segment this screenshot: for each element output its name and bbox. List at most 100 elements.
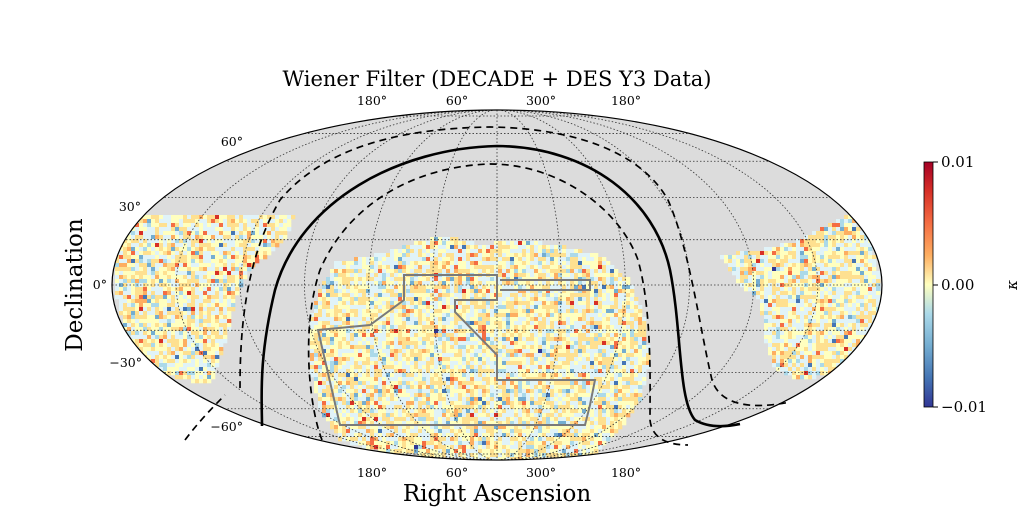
kappa-pixel <box>362 377 367 382</box>
kappa-pixel <box>131 215 136 220</box>
kappa-pixel <box>490 337 495 342</box>
kappa-pixel <box>378 417 383 422</box>
kappa-pixel <box>614 353 619 358</box>
kappa-pixel <box>538 245 543 250</box>
kappa-pixel <box>279 231 284 236</box>
kappa-pixel <box>474 325 479 330</box>
kappa-pixel <box>610 349 615 354</box>
kappa-pixel <box>582 373 587 378</box>
kappa-pixel <box>554 321 559 326</box>
kappa-pixel <box>598 425 603 430</box>
kappa-pixel <box>486 433 491 438</box>
kappa-pixel <box>215 291 220 296</box>
kappa-pixel <box>203 295 208 300</box>
kappa-pixel <box>470 385 475 390</box>
kappa-pixel <box>350 393 355 398</box>
kappa-pixel <box>410 361 415 366</box>
kappa-pixel <box>342 305 347 310</box>
kappa-pixel <box>382 337 387 342</box>
kappa-pixel <box>474 277 479 282</box>
kappa-pixel <box>139 275 144 280</box>
kappa-pixel <box>243 227 248 232</box>
kappa-pixel <box>378 301 383 306</box>
kappa-pixel <box>494 249 499 254</box>
kappa-pixel <box>239 271 244 276</box>
kappa-pixel <box>382 273 387 278</box>
kappa-pixel <box>618 417 623 422</box>
kappa-pixel <box>438 397 443 402</box>
kappa-pixel <box>442 281 447 286</box>
kappa-pixel <box>522 421 527 426</box>
kappa-pixel <box>574 409 579 414</box>
kappa-pixel <box>422 389 427 394</box>
kappa-pixel <box>155 231 160 236</box>
kappa-pixel <box>458 345 463 350</box>
kappa-pixel <box>486 389 491 394</box>
kappa-pixel <box>398 277 403 282</box>
kappa-pixel <box>219 279 224 284</box>
kappa-pixel <box>219 319 224 324</box>
kappa-pixel <box>175 251 180 256</box>
kappa-pixel <box>430 417 435 422</box>
kappa-pixel <box>438 365 443 370</box>
kappa-pixel <box>510 325 515 330</box>
kappa-pixel <box>614 369 619 374</box>
kappa-pixel <box>402 389 407 394</box>
kappa-pixel <box>626 333 631 338</box>
kappa-pixel <box>570 369 575 374</box>
kappa-pixel <box>594 365 599 370</box>
kappa-pixel <box>418 305 423 310</box>
kappa-pixel <box>498 349 503 354</box>
kappa-pixel <box>546 381 551 386</box>
kappa-pixel <box>502 389 507 394</box>
kappa-pixel <box>322 289 327 294</box>
kappa-pixel <box>418 321 423 326</box>
kappa-pixel <box>203 319 208 324</box>
kappa-pixel <box>183 267 188 272</box>
kappa-pixel <box>578 373 583 378</box>
kappa-pixel <box>610 293 615 298</box>
kappa-pixel <box>402 385 407 390</box>
kappa-pixel <box>338 329 343 334</box>
kappa-pixel <box>486 413 491 418</box>
kappa-pixel <box>338 393 343 398</box>
kappa-pixel <box>211 351 216 356</box>
kappa-pixel <box>562 401 567 406</box>
kappa-pixel <box>362 329 367 334</box>
kappa-pixel <box>514 245 519 250</box>
kappa-pixel <box>462 341 467 346</box>
kappa-pixel <box>422 313 427 318</box>
kappa-pixel <box>590 301 595 306</box>
kappa-pixel <box>562 325 567 330</box>
kappa-pixel <box>370 345 375 350</box>
kappa-pixel <box>598 357 603 362</box>
kappa-pixel <box>494 321 499 326</box>
kappa-pixel <box>426 433 431 438</box>
kappa-pixel <box>514 373 519 378</box>
kappa-pixel <box>418 345 423 350</box>
kappa-pixel <box>430 337 435 342</box>
kappa-pixel <box>518 301 523 306</box>
kappa-pixel <box>366 297 371 302</box>
kappa-pixel <box>542 369 547 374</box>
kappa-pixel <box>322 305 327 310</box>
kappa-pixel <box>470 333 475 338</box>
kappa-pixel <box>147 319 152 324</box>
kappa-pixel <box>378 357 383 362</box>
kappa-pixel <box>630 385 635 390</box>
kappa-pixel <box>179 315 184 320</box>
kappa-pixel <box>318 369 323 374</box>
kappa-pixel <box>346 353 351 358</box>
kappa-pixel <box>482 353 487 358</box>
kappa-pixel <box>187 287 192 292</box>
kappa-pixel <box>271 223 276 228</box>
kappa-pixel <box>542 421 547 426</box>
kappa-pixel <box>163 239 168 244</box>
kappa-pixel <box>398 269 403 274</box>
kappa-pixel <box>171 263 176 268</box>
kappa-pixel <box>514 313 519 318</box>
kappa-pixel <box>378 297 383 302</box>
kappa-pixel <box>430 345 435 350</box>
kappa-pixel <box>502 293 507 298</box>
kappa-pixel <box>159 331 164 336</box>
